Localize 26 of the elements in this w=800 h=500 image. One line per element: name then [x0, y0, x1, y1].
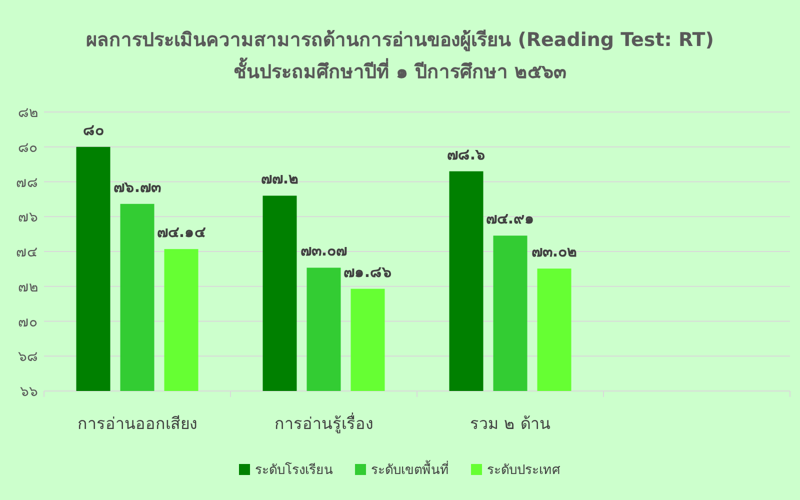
data-label: ๗๘.๖ [446, 145, 486, 164]
data-label: ๗๔.๑๔ [156, 223, 207, 242]
x-tick-label: รวม ๒ ด้าน [470, 414, 550, 433]
data-label: ๗๖.๗๓ [113, 178, 162, 196]
y-tick-label: ๗๔ [16, 244, 38, 260]
x-tick-label: การอ่านรู้เรื่อง [274, 412, 374, 434]
y-tick-label: ๘๐ [18, 140, 38, 156]
y-tick-label: ๗๖ [18, 210, 38, 226]
data-label: ๘๐ [82, 120, 104, 139]
y-tick-label: ๖๖ [20, 384, 38, 400]
data-label: ๗๔.๙๑ [486, 210, 535, 228]
legend-label: ระดับโรงเรียน [255, 462, 333, 478]
chart-title: ผลการประเมินความสามารถด้านการอ่านของผู้เรียน (Reading Test: RT) [86, 29, 714, 52]
legend-label: ระดับเขตพื้นที่ [371, 460, 449, 478]
data-label: ๗๓.๐๒ [531, 242, 578, 261]
y-tick-label: ๗๒ [18, 279, 38, 296]
y-tick-label: ๗๘ [16, 174, 38, 191]
legend-label: ระดับประเทศ [487, 463, 561, 478]
y-tick-label: ๖๘ [18, 349, 38, 366]
y-tick-label: ๘๒ [18, 105, 38, 121]
x-tick-label: การอ่านออกเสียง [77, 414, 198, 433]
data-label: ๗๑.๘๖ [343, 262, 392, 281]
y-tick-label: ๗๐ [18, 314, 38, 330]
chart-subtitle: ชั้นประถมศึกษาปีที่ ๑ ปีการศึกษา ๒๕๖๓ [234, 57, 566, 83]
data-label: ๗๗.๒ [260, 170, 299, 188]
data-label: ๗๓.๐๗ [300, 242, 348, 260]
